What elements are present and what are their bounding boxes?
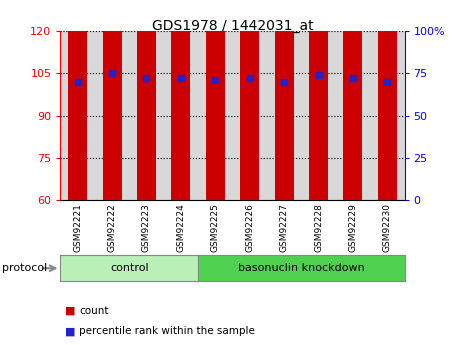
Bar <box>172 0 190 200</box>
Bar <box>164 31 198 200</box>
Bar <box>344 0 362 200</box>
Text: ■: ■ <box>65 306 76 315</box>
Text: percentile rank within the sample: percentile rank within the sample <box>79 326 255 336</box>
Bar <box>301 31 336 200</box>
Bar <box>95 31 129 200</box>
Bar <box>60 31 95 200</box>
Bar <box>68 17 87 200</box>
Text: basonuclin knockdown: basonuclin knockdown <box>238 263 365 273</box>
Bar <box>267 31 301 200</box>
Text: GDS1978 / 1442031_at: GDS1978 / 1442031_at <box>152 19 313 33</box>
Bar <box>129 31 164 200</box>
Bar <box>378 17 397 200</box>
Bar <box>232 31 267 200</box>
Bar <box>275 28 293 200</box>
Bar <box>137 0 156 200</box>
Text: count: count <box>79 306 108 315</box>
Bar <box>103 0 121 200</box>
Bar <box>206 0 225 200</box>
Text: control: control <box>110 263 149 273</box>
Bar <box>336 31 370 200</box>
Bar <box>198 31 232 200</box>
Bar <box>240 0 259 200</box>
Bar <box>370 31 405 200</box>
Text: protocol: protocol <box>2 263 47 273</box>
Bar <box>309 0 328 200</box>
Text: ■: ■ <box>65 326 76 336</box>
